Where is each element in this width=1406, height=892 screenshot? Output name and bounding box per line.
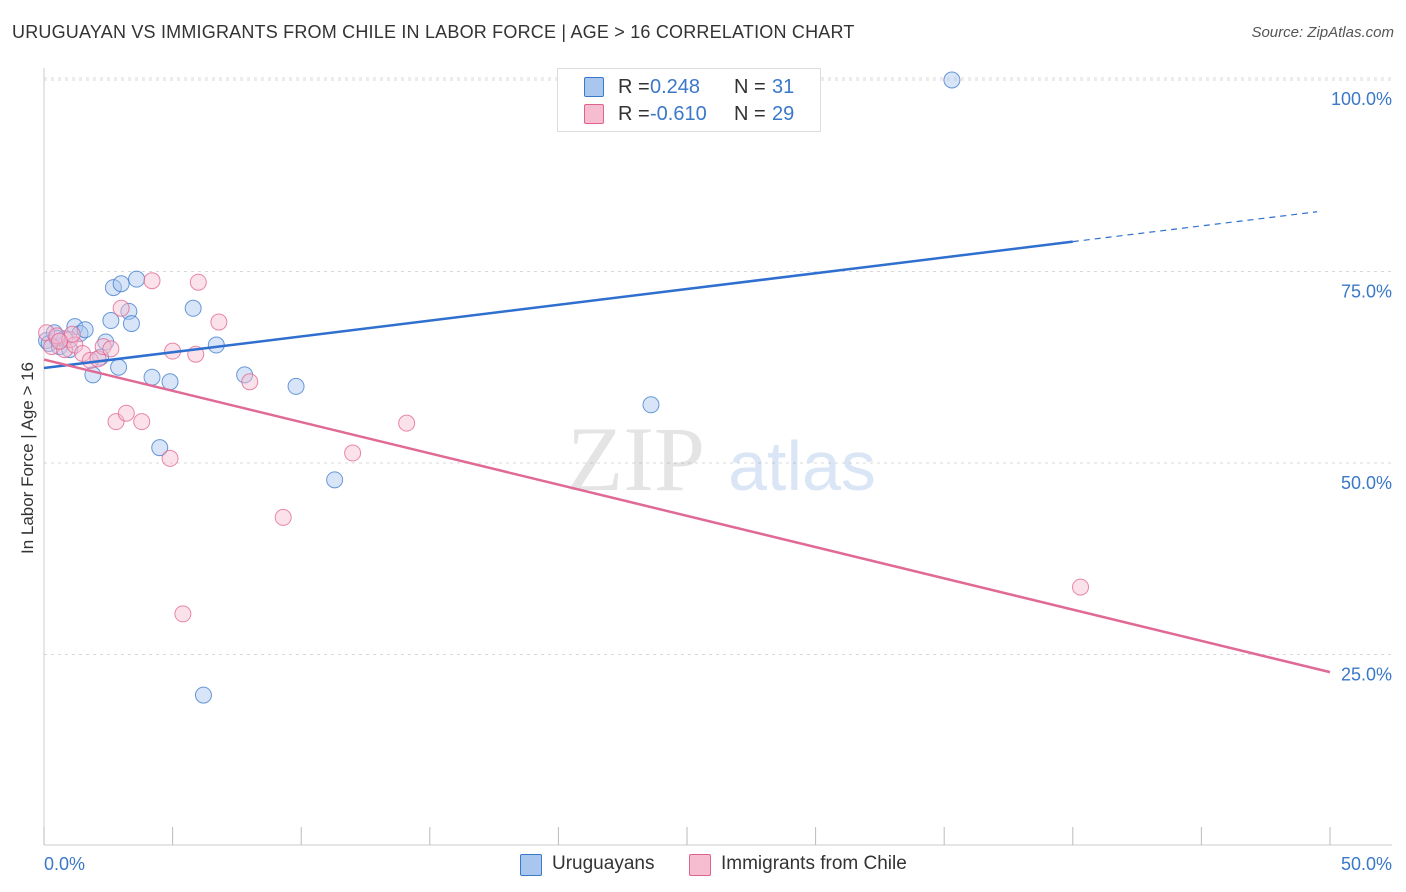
y-tick-label: 50.0% — [1341, 473, 1392, 493]
uruguayan-point — [102, 312, 120, 330]
chile-point — [241, 373, 259, 391]
stats-legend: R = 0.248 N = 31 R = -0.610 N = 29 — [557, 68, 821, 132]
y-tick-label: 25.0% — [1341, 665, 1392, 685]
n-value: 29 — [772, 103, 795, 125]
uruguayan-point — [143, 368, 161, 386]
uruguayan-point — [110, 358, 128, 376]
chile-point — [398, 414, 416, 432]
uruguayan-point — [642, 396, 660, 414]
chile-point — [50, 332, 68, 350]
axis-layer — [43, 68, 1392, 846]
blue-swatch-icon — [584, 77, 604, 97]
chile-point — [112, 299, 130, 317]
uruguayan-trend-line — [43, 240, 1073, 370]
grid-layer — [44, 77, 1392, 655]
uruguayan-point — [151, 439, 169, 457]
uruguayan-point — [236, 366, 254, 384]
chile-point — [210, 313, 228, 331]
pink-swatch-icon — [584, 104, 604, 124]
uruguayan-point — [184, 299, 202, 317]
uruguayan-point — [128, 270, 146, 288]
chile-point — [189, 273, 207, 291]
legend-item-immigrants-from-chile[interactable]: Immigrants from Chile — [689, 852, 939, 876]
legend-label: Uruguayans — [552, 853, 655, 874]
r-value: 0.248 — [650, 76, 701, 98]
chart-title: URUGUAYAN VS IMMIGRANTS FROM CHILE IN LA… — [12, 22, 855, 42]
r-label: R = — [618, 103, 650, 125]
chile-point — [117, 404, 135, 422]
chile-point — [161, 449, 179, 467]
uruguayan-point — [326, 471, 344, 489]
chile-point — [1072, 578, 1090, 596]
y-tick-label: 75.0% — [1341, 282, 1392, 302]
blue-swatch-icon — [520, 854, 542, 876]
r-label: R = — [618, 76, 650, 98]
uruguayan-point — [943, 71, 961, 89]
uruguayan-point — [194, 686, 212, 704]
pink-swatch-icon — [689, 854, 711, 876]
legend-item-uruguayans[interactable]: Uruguayans — [520, 852, 680, 876]
chile-point — [102, 340, 120, 358]
chile-trend-line — [43, 358, 1331, 674]
chile-point — [133, 413, 151, 431]
watermark-zip: ZIP — [567, 408, 705, 510]
r-value: -0.610 — [650, 103, 707, 125]
chile-point — [56, 341, 74, 359]
uruguayan-point — [104, 279, 122, 297]
points-layer — [38, 71, 1090, 704]
n-value: 31 — [772, 76, 795, 98]
chile-point — [344, 444, 362, 462]
chile-point — [274, 508, 292, 526]
chile-point — [143, 272, 161, 290]
uruguayan-point — [122, 315, 140, 333]
chile-point — [174, 605, 192, 623]
source-credit: Source: ZipAtlas.com — [1251, 24, 1394, 41]
trend-layer — [43, 211, 1331, 674]
n-label: N = — [734, 76, 766, 98]
y-tick-label: 100.0% — [1331, 89, 1392, 109]
x-tick-label: 50.0% — [1341, 854, 1392, 874]
uruguayan-point — [161, 373, 179, 391]
watermark: ZIP atlas — [567, 408, 876, 510]
uruguayan-point — [112, 275, 130, 293]
uruguayan-point — [97, 333, 115, 351]
uruguayan-trend-extension — [1072, 211, 1318, 243]
watermark-atlas: atlas — [728, 427, 876, 505]
x-tick-label: 0.0% — [44, 854, 85, 874]
uruguayan-point — [287, 377, 305, 395]
y-axis-label: In Labor Force | Age > 16 — [18, 361, 37, 555]
uruguayan-point — [76, 321, 94, 339]
legend-label: Immigrants from Chile — [721, 853, 907, 874]
n-label: N = — [734, 103, 766, 125]
tick-label-layer: 25.0% 50.0% 75.0% 100.0% 0.0% 50.0% — [44, 89, 1392, 874]
